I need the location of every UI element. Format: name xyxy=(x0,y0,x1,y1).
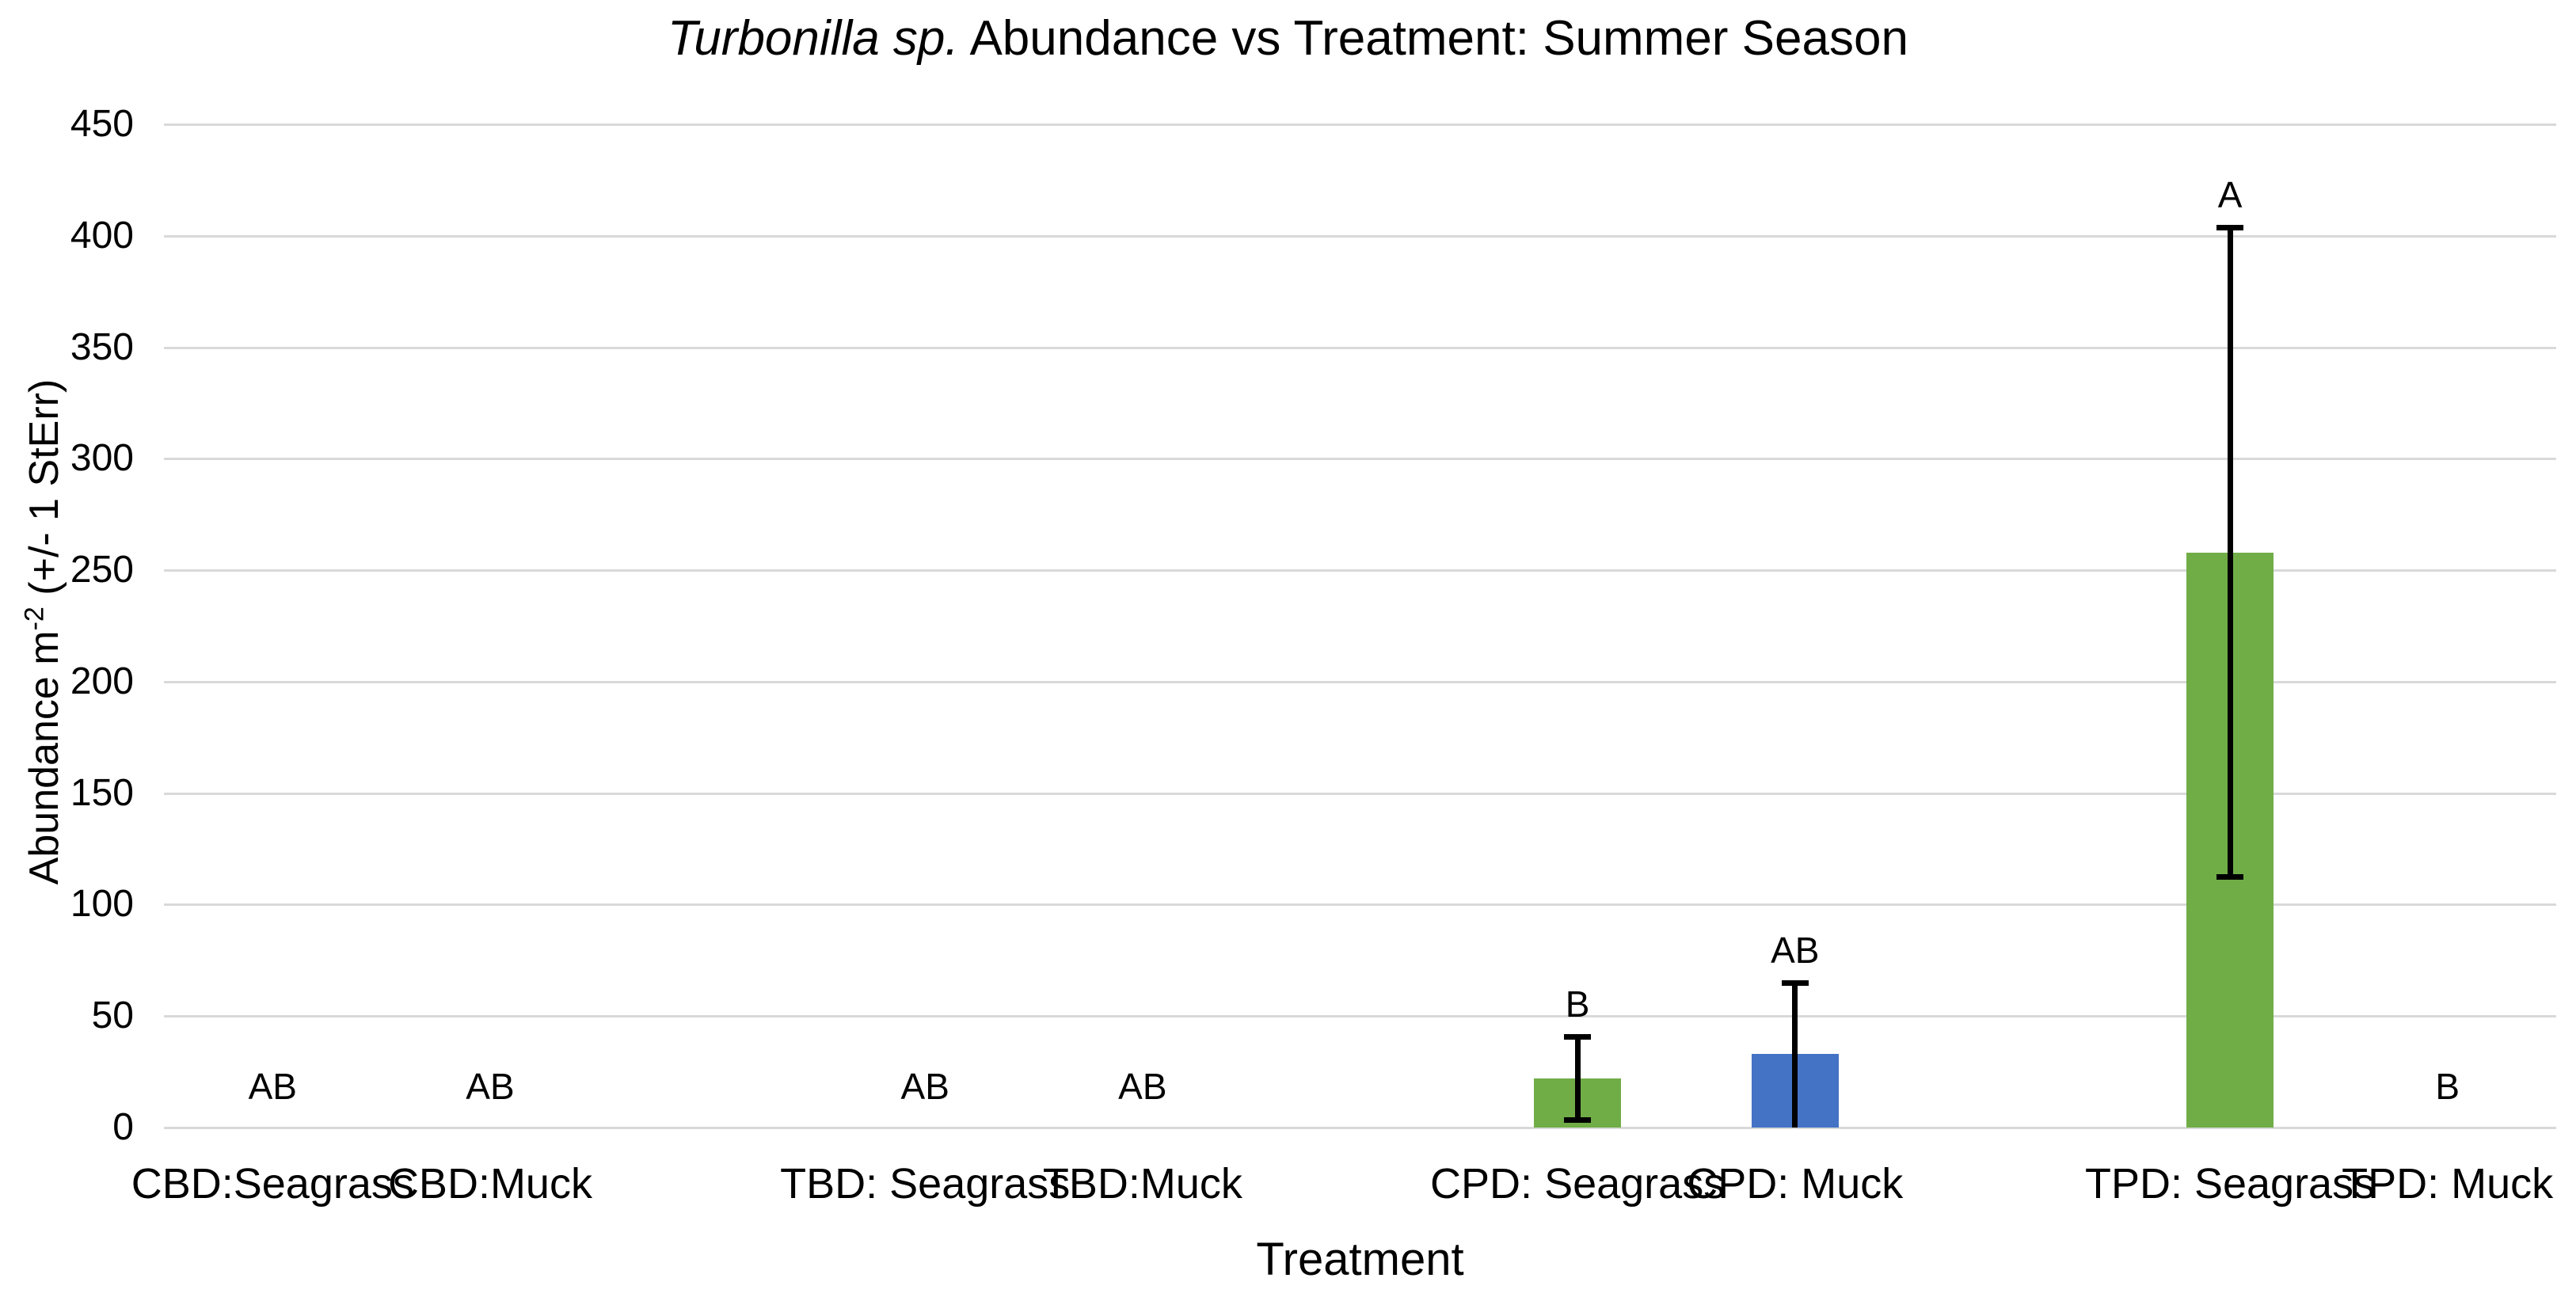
y-tick-label: 400 xyxy=(70,214,134,257)
plot-area: AB AB AB AB B AB A B xyxy=(164,124,2556,1129)
y-tick-label: 250 xyxy=(70,549,134,591)
x-axis-baseline xyxy=(164,1127,2556,1129)
significance-letter: AB xyxy=(900,1066,949,1107)
gridline xyxy=(164,124,2556,126)
x-category-label: TPD: Seagrass xyxy=(2084,1160,2376,1208)
significance-letter: B xyxy=(2435,1066,2460,1107)
y-tick-label: 300 xyxy=(70,437,134,480)
x-category-label: TBD: Seagrass xyxy=(780,1160,1071,1208)
chart-title-species: Turbonilla sp. xyxy=(668,11,959,66)
error-bar-cap-bottom xyxy=(2216,874,2244,881)
y-tick-label: 150 xyxy=(70,771,134,814)
significance-letter: A xyxy=(2217,173,2243,215)
gridline xyxy=(164,234,2556,238)
x-category-label: CBD:Seagrass xyxy=(131,1160,414,1208)
gridline xyxy=(164,903,2556,907)
error-bar xyxy=(1574,1033,1581,1124)
y-tick-label: 450 xyxy=(70,103,134,145)
x-category-label: CPD: Muck xyxy=(1687,1160,1904,1208)
gridline xyxy=(164,458,2556,461)
significance-letter: AB xyxy=(1118,1066,1167,1107)
y-tick-label: 0 xyxy=(112,1106,134,1148)
x-category-label: CBD:Muck xyxy=(387,1160,592,1208)
x-category-label: TBD:Muck xyxy=(1042,1160,1242,1208)
gridline xyxy=(164,346,2556,349)
chart-title: Turbonilla sp. Abundance vs Treatment: S… xyxy=(0,8,2576,70)
y-tick-label: 200 xyxy=(70,660,134,702)
gridline xyxy=(164,1015,2556,1018)
error-bar xyxy=(2227,224,2233,881)
error-bar-cap-top xyxy=(1564,1033,1592,1040)
y-tick-label: 100 xyxy=(70,883,134,926)
significance-letter: AB xyxy=(466,1066,515,1107)
gridline xyxy=(164,792,2556,795)
chart-title-rest: Abundance vs Treatment: Summer Season xyxy=(958,11,1908,66)
x-axis-title: Treatment xyxy=(1256,1234,1464,1285)
y-axis-title: Abundance m-2 (+/- 1 StErr) xyxy=(19,331,70,933)
error-bar xyxy=(1792,980,1798,1128)
y-tick-label: 50 xyxy=(91,995,134,1037)
significance-letter: AB xyxy=(1771,930,1820,972)
significance-letter: AB xyxy=(248,1066,297,1107)
error-bar-cap-top xyxy=(2216,224,2244,230)
x-category-label: CPD: Seagrass xyxy=(1430,1160,1726,1208)
error-bar-cap-top xyxy=(1781,980,1809,987)
y-axis-title-superscript: -2 xyxy=(19,607,50,631)
y-tick-label: 350 xyxy=(70,325,134,368)
gridline xyxy=(164,680,2556,683)
gridline xyxy=(164,569,2556,572)
significance-letter: B xyxy=(1565,983,1590,1025)
x-category-label: TPD: Muck xyxy=(2342,1160,2554,1208)
error-bar-cap-bottom xyxy=(1564,1117,1592,1124)
